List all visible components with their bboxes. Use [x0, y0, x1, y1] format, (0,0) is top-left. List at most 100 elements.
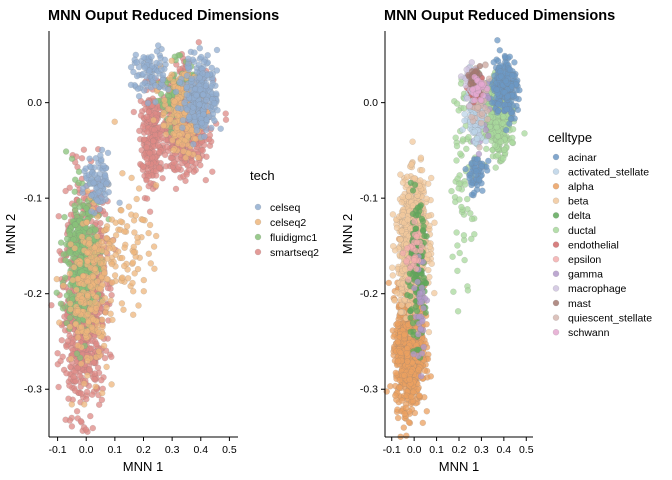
- point-fluidigmc1: [73, 350, 81, 357]
- point-celseq2: [53, 275, 60, 283]
- point-celseq: [91, 171, 99, 178]
- point-celseq: [196, 101, 203, 108]
- point-fluidigmc1: [75, 179, 82, 187]
- point-fluidigmc1: [61, 213, 68, 221]
- point-celseq2: [92, 383, 99, 390]
- point-smartseq2: [66, 382, 73, 389]
- point-smartseq2: [80, 146, 88, 153]
- point-celseq: [116, 199, 123, 207]
- y-tick-label: 0.0: [27, 97, 42, 109]
- point-fluidigmc1: [62, 257, 69, 264]
- point-celseq2: [145, 250, 153, 258]
- point-fluidigmc1: [60, 251, 67, 258]
- point-celseq2: [84, 258, 91, 265]
- point-smartseq2: [87, 412, 94, 420]
- point-beta: [391, 297, 398, 304]
- point-celseq2: [111, 118, 118, 126]
- point-celseq: [176, 79, 183, 86]
- point-smartseq2: [73, 408, 81, 415]
- point-celseq: [208, 124, 215, 132]
- point-smartseq2: [163, 143, 171, 151]
- point-celseq2: [92, 305, 100, 312]
- point-celseq2: [74, 334, 82, 341]
- point-beta: [397, 171, 404, 178]
- point-celseq: [127, 81, 135, 89]
- point-celseq: [198, 119, 206, 127]
- point-celseq: [104, 149, 112, 157]
- point-smartseq2: [78, 390, 85, 397]
- point-celseq2: [95, 348, 103, 355]
- point-celseq2: [150, 243, 158, 250]
- point-fluidigmc1: [71, 188, 78, 196]
- point-celseq2: [139, 216, 147, 224]
- point-celseq: [102, 180, 110, 188]
- legend-label: smartseq2: [270, 247, 319, 259]
- point-celseq: [135, 92, 143, 100]
- point-beta: [423, 195, 430, 202]
- point-celseq: [88, 208, 95, 215]
- point-smartseq2: [107, 285, 114, 292]
- point-celseq2: [107, 310, 114, 317]
- point-celseq2: [89, 316, 97, 323]
- point-smartseq2: [76, 372, 83, 380]
- point-celseq: [204, 52, 211, 59]
- point-beta: [399, 211, 406, 219]
- point-celseq2: [74, 307, 82, 315]
- point-celseq: [183, 91, 191, 98]
- point-celseq2: [95, 329, 102, 336]
- x-tick-label: 0.3: [165, 444, 180, 456]
- point-celseq2: [147, 260, 155, 267]
- point-celseq2: [94, 278, 101, 285]
- point-fluidigmc1: [79, 210, 86, 218]
- x-tick-label: 0.2: [136, 444, 151, 456]
- point-celseq2: [106, 245, 113, 252]
- point-celseq2: [84, 292, 91, 299]
- point-celseq: [199, 91, 207, 99]
- point-celseq: [97, 182, 104, 189]
- points-layer: [48, 39, 230, 435]
- point-smartseq2: [57, 357, 64, 365]
- point-beta: [399, 179, 407, 186]
- point-celseq2: [93, 233, 101, 240]
- point-beta: [389, 211, 397, 218]
- point-fluidigmc1: [53, 289, 60, 296]
- point-celseq2: [108, 260, 116, 268]
- point-celseq2: [120, 262, 128, 270]
- point-smartseq2: [55, 383, 62, 391]
- y-axis-label: MNN 2: [3, 214, 18, 254]
- point-celseq2: [98, 389, 106, 397]
- point-celseq: [214, 107, 221, 114]
- point-celseq: [97, 152, 104, 159]
- point-smartseq2: [98, 396, 106, 404]
- point-beta: [428, 174, 435, 182]
- point-celseq2: [73, 286, 80, 294]
- point-celseq2: [88, 324, 96, 331]
- point-celseq2: [67, 355, 75, 363]
- point-celseq: [202, 82, 210, 90]
- point-alpha: [401, 331, 408, 338]
- point-celseq2: [103, 226, 110, 233]
- point-celseq2: [140, 276, 148, 284]
- point-celseq: [86, 155, 93, 162]
- point-celseq: [208, 83, 215, 90]
- point-celseq: [217, 125, 224, 132]
- x-tick-label: 0.0: [79, 444, 94, 456]
- point-alpha: [403, 350, 410, 357]
- point-celseq2: [100, 342, 108, 350]
- point-smartseq2: [159, 174, 166, 182]
- point-celseq: [153, 48, 161, 55]
- point-smartseq2: [67, 211, 75, 219]
- point-celseq2: [78, 233, 86, 241]
- point-beta: [425, 266, 432, 274]
- point-celseq2: [97, 285, 104, 293]
- point-fluidigmc1: [68, 155, 76, 162]
- point-smartseq2: [63, 370, 70, 377]
- point-celseq2: [83, 218, 91, 226]
- point-celseq: [152, 74, 159, 81]
- point-celseq: [159, 76, 167, 84]
- point-smartseq2: [108, 353, 115, 361]
- point-celseq: [101, 172, 109, 180]
- point-beta: [428, 260, 435, 267]
- point-smartseq2: [155, 149, 163, 156]
